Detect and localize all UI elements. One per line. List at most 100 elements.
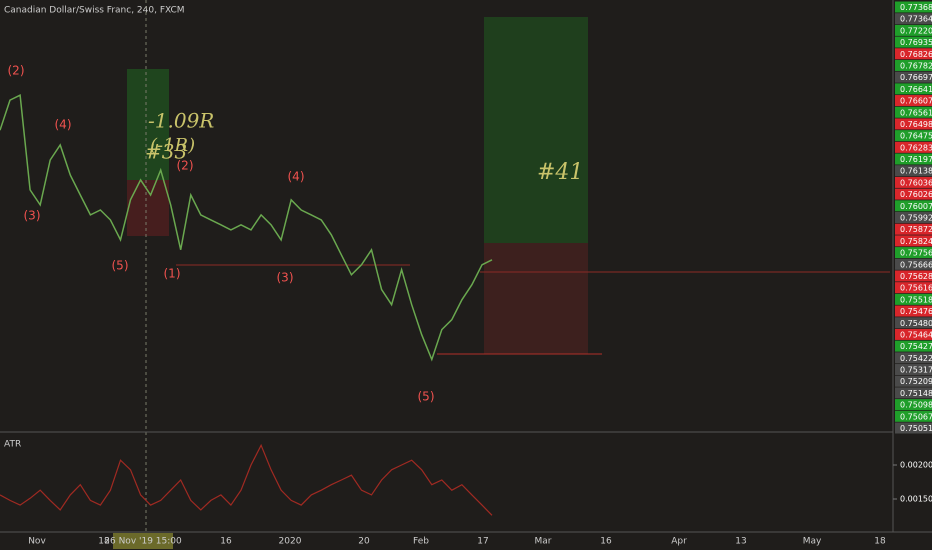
price-label: 0.75098	[900, 401, 932, 410]
price-label-bg	[895, 141, 932, 153]
wave-label: (5)	[418, 390, 435, 404]
price-label: 0.75427	[900, 342, 932, 351]
x-axis-label: Feb	[413, 537, 429, 547]
price-label-bg	[895, 305, 932, 317]
annotation: (-1R)	[150, 135, 195, 156]
loss-zone	[484, 243, 588, 354]
price-label: 0.76561	[900, 108, 932, 117]
price-label: 0.76036	[900, 178, 932, 187]
price-label-bg	[895, 328, 932, 340]
price-label-bg	[895, 387, 932, 399]
chart-title: Canadian Dollar/Swiss Franc, 240, FXCM	[4, 6, 185, 16]
price-label-bg	[895, 95, 932, 107]
price-label: 0.76026	[900, 190, 932, 199]
price-label-bg	[895, 340, 932, 352]
price-label-bg	[895, 24, 932, 36]
price-label: 0.75317	[900, 366, 932, 375]
price-label: 0.76607	[900, 97, 932, 106]
price-label-bg	[895, 223, 932, 235]
price-label: 0.76007	[900, 202, 932, 211]
price-label-bg	[895, 1, 932, 13]
price-label: 0.76935	[900, 38, 932, 47]
annotation: -1.09R	[148, 109, 214, 133]
price-label: 0.77220	[900, 26, 932, 35]
price-label-bg	[895, 176, 932, 188]
crosshair-label-bg	[113, 533, 173, 549]
price-label: 0.75756	[900, 249, 932, 258]
series-line	[0, 94, 493, 362]
x-axis-label: 2020	[279, 537, 302, 547]
price-label: 0.75992	[900, 214, 932, 223]
price-label-bg	[895, 375, 932, 387]
price-label: 0.76475	[900, 132, 932, 141]
loss-zone	[127, 180, 169, 236]
price-label: 0.75628	[900, 272, 932, 281]
price-label-bg	[895, 165, 932, 177]
price-label: 0.77364	[900, 15, 932, 24]
y-tick-label: 0.00200	[900, 460, 932, 469]
wave-label: (5)	[112, 259, 129, 273]
wave-label: (3)	[24, 209, 41, 223]
x-axis-label: 18	[874, 537, 886, 547]
wave-label: (4)	[55, 118, 72, 132]
price-label-bg	[895, 258, 932, 270]
price-label: 0.75518	[900, 295, 932, 304]
price-label: 0.76283	[900, 143, 932, 152]
crosshair-label: 26 Nov '19 15:00	[104, 537, 182, 547]
price-label-bg	[895, 36, 932, 48]
price-label-bg	[895, 317, 932, 329]
x-axis-label: May	[803, 537, 822, 547]
price-label: 0.75666	[900, 260, 932, 269]
price-label-bg	[895, 188, 932, 200]
x-axis-label: 16	[600, 537, 612, 547]
price-label-bg	[895, 352, 932, 364]
x-axis-label: 17	[477, 537, 488, 547]
price-label-bg	[895, 235, 932, 247]
price-label-bg	[895, 212, 932, 223]
price-label-bg	[895, 153, 932, 165]
price-label-bg	[895, 130, 932, 142]
price-label-bg	[895, 71, 932, 83]
price-label-bg	[895, 200, 932, 212]
price-label-bg	[895, 282, 932, 294]
annotation: #41	[537, 160, 583, 185]
x-axis-label: 18	[98, 537, 110, 547]
price-label: 0.75067	[900, 412, 932, 421]
price-label: 0.76498	[900, 120, 932, 129]
price-label-bg	[895, 48, 932, 60]
price-label-bg	[895, 422, 932, 434]
x-axis-label: Nov	[28, 537, 46, 547]
x-axis-label: 20	[358, 537, 370, 547]
price-label-bg	[895, 399, 932, 411]
series-line	[0, 443, 493, 516]
profit-zone	[127, 69, 169, 180]
x-axis-label: 13	[735, 537, 746, 547]
wave-label: (2)	[177, 159, 194, 173]
profit-zone	[484, 17, 588, 243]
price-label-bg	[895, 364, 932, 376]
annotation: #33	[145, 140, 187, 164]
price-label: 0.75872	[900, 225, 932, 234]
price-label: 0.75051	[900, 424, 932, 433]
wave-label: (1)	[164, 267, 181, 281]
price-label-bg	[895, 59, 932, 71]
wave-label: (2)	[8, 64, 25, 78]
wave-label: (3)	[277, 271, 294, 285]
price-label: 0.75209	[900, 377, 932, 386]
price-label: 0.75422	[900, 354, 932, 363]
price-label-bg	[895, 247, 932, 259]
price-label: 0.75464	[900, 330, 932, 339]
price-label-bg	[895, 410, 932, 422]
price-label: 0.75148	[900, 389, 932, 398]
atr-title: ATR	[4, 440, 21, 450]
wave-label: (4)	[288, 170, 305, 184]
price-label-bg	[895, 106, 932, 118]
price-label-bg	[895, 83, 932, 95]
price-label: 0.76697	[900, 73, 932, 82]
x-axis-label: 16	[220, 537, 232, 547]
x-axis-label: Mar	[535, 537, 552, 547]
price-label-bg	[895, 270, 932, 282]
price-label: 0.75616	[900, 284, 932, 293]
price-label-bg	[895, 293, 932, 305]
